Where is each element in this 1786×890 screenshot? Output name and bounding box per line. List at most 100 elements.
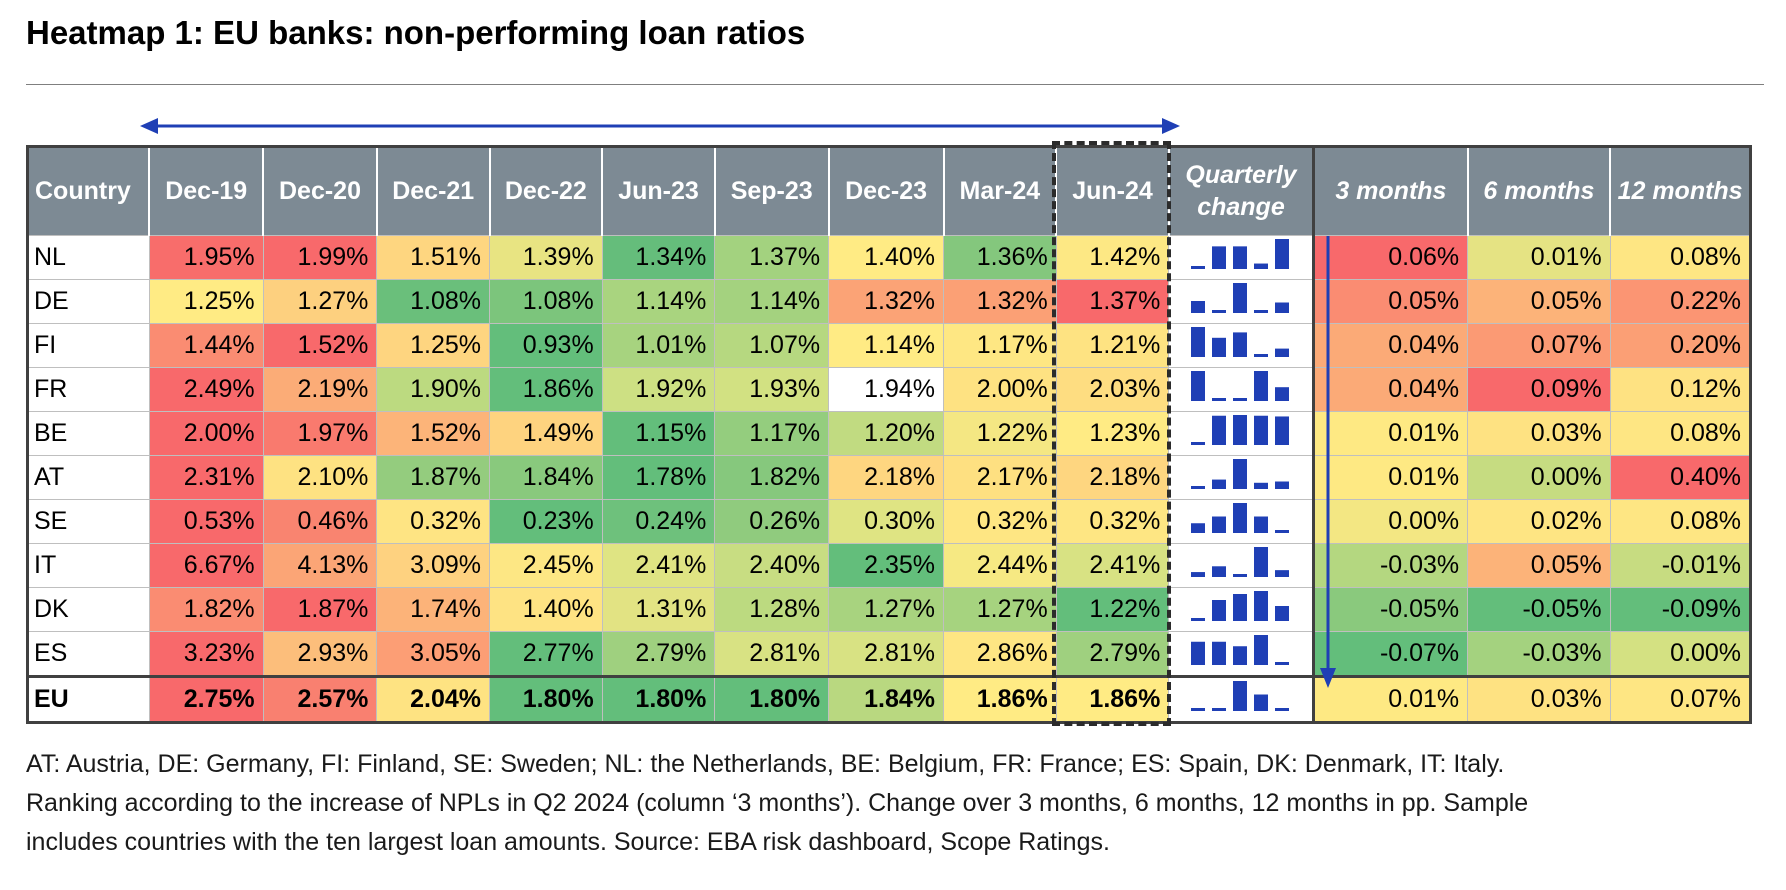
sparkline-bar	[1274, 606, 1289, 621]
country-cell: EU	[27, 675, 150, 723]
sparkline-bar	[1190, 641, 1205, 665]
header-period: Dec-19	[149, 146, 265, 236]
header-row: Country Dec-19 Dec-20 Dec-21 Dec-22 Jun-…	[27, 146, 1752, 236]
npl-ratio-cell: 1.80%	[601, 675, 716, 723]
npl-ratio-cell: 1.39%	[489, 235, 603, 280]
sparkline-bar	[1274, 416, 1289, 445]
npl-change-cell: -0.01%	[1609, 543, 1752, 588]
header-country: Country	[27, 146, 151, 236]
sparkline-svg	[1190, 415, 1289, 445]
npl-ratio-cell: 2.18%	[828, 455, 945, 500]
country-cell: FR	[27, 367, 150, 412]
sparkline-svg	[1190, 635, 1289, 665]
npl-ratio-cell: 1.08%	[489, 279, 603, 324]
npl-ratio-cell: 1.25%	[148, 279, 264, 324]
sparkline-bar	[1253, 635, 1268, 665]
npl-ratio-cell: 2.03%	[1055, 367, 1170, 412]
sparkline-bar	[1190, 327, 1205, 357]
npl-ratio-cell: 1.08%	[376, 279, 491, 324]
npl-ratio-cell: 2.00%	[148, 411, 264, 456]
sparkline-bar	[1190, 266, 1205, 269]
footnote: AT: Austria, DE: Germany, FI: Finland, S…	[26, 745, 1766, 862]
npl-ratio-cell: 0.24%	[601, 499, 716, 544]
npl-ratio-cell: 1.14%	[828, 323, 945, 368]
sparkline-bar	[1232, 681, 1247, 711]
sparkline-bar	[1274, 239, 1289, 269]
footnote-line: includes countries with the ten largest …	[26, 828, 1110, 856]
npl-ratio-cell: 2.04%	[376, 675, 491, 723]
sparkline-svg	[1190, 327, 1289, 357]
npl-ratio-cell: 1.22%	[943, 411, 1057, 456]
country-cell: DK	[27, 587, 150, 632]
header-change: 12 months	[1610, 146, 1752, 236]
sparkline-svg	[1190, 591, 1289, 621]
npl-change-cell: 0.01%	[1313, 675, 1469, 723]
table-row: SE 0.53% 0.46% 0.32% 0.23% 0.24% 0.26% 0.30% 0.3…	[27, 499, 1752, 544]
sparkline-bar	[1274, 570, 1289, 577]
npl-ratio-cell: 1.82%	[714, 455, 830, 500]
sparkline-bar	[1211, 708, 1226, 711]
npl-change-cell: 0.04%	[1313, 367, 1469, 412]
header-period: Dec-22	[489, 146, 604, 236]
npl-ratio-cell: 1.80%	[489, 675, 603, 723]
quarterly-change-sparkline	[1168, 235, 1316, 280]
npl-ratio-cell: 1.80%	[714, 675, 830, 723]
npl-ratio-cell: 1.37%	[714, 235, 830, 280]
country-cell: BE	[27, 411, 150, 456]
npl-ratio-cell: 1.14%	[714, 279, 830, 324]
npl-change-cell: 0.40%	[1609, 455, 1752, 500]
npl-ratio-cell: 1.27%	[943, 587, 1057, 632]
sparkline-bar	[1211, 398, 1226, 401]
sparkline-bar	[1274, 302, 1289, 313]
npl-change-cell: 0.07%	[1467, 323, 1611, 368]
npl-change-cell: 0.01%	[1313, 455, 1469, 500]
npl-change-cell: 0.03%	[1467, 411, 1611, 456]
sparkline-bar	[1232, 574, 1247, 577]
country-cell: IT	[27, 543, 150, 588]
npl-ratio-cell: 1.34%	[601, 235, 716, 280]
npl-change-cell: 0.06%	[1313, 235, 1469, 280]
header-change: 3 months	[1313, 146, 1469, 236]
npl-ratio-cell: 2.31%	[148, 455, 264, 500]
npl-ratio-cell: 0.26%	[714, 499, 830, 544]
npl-ratio-cell: 1.82%	[148, 587, 264, 632]
header-period: Jun-23	[602, 146, 716, 236]
npl-ratio-cell: 1.17%	[714, 411, 830, 456]
npl-ratio-cell: 1.87%	[262, 587, 378, 632]
npl-ratio-cell: 1.97%	[262, 411, 378, 456]
npl-change-cell: 0.08%	[1609, 499, 1752, 544]
header-period: Dec-21	[376, 146, 491, 236]
npl-ratio-cell: 1.49%	[489, 411, 603, 456]
sparkline-bar	[1253, 547, 1268, 577]
npl-ratio-cell: 0.93%	[489, 323, 603, 368]
table-row: DE 1.25% 1.27% 1.08% 1.08% 1.14% 1.14% 1.32% 1.3…	[27, 279, 1752, 324]
npl-ratio-cell: 1.93%	[714, 367, 830, 412]
sparkline-bar	[1253, 516, 1268, 533]
npl-ratio-cell: 1.25%	[376, 323, 491, 368]
npl-ratio-cell: 1.31%	[601, 587, 716, 632]
npl-change-cell: 0.05%	[1313, 279, 1469, 324]
sparkline-bar	[1274, 530, 1289, 533]
npl-ratio-cell: 1.44%	[148, 323, 264, 368]
npl-ratio-cell: 2.57%	[262, 675, 378, 723]
npl-ratio-cell: 0.32%	[1055, 499, 1170, 544]
sparkline-bar	[1253, 371, 1268, 401]
npl-change-cell: 0.07%	[1609, 675, 1752, 723]
ranking-arrow-icon	[1320, 236, 1336, 688]
quarterly-change-sparkline	[1168, 411, 1316, 456]
npl-ratio-cell: 1.42%	[1055, 235, 1170, 280]
npl-ratio-cell: 1.27%	[828, 587, 945, 632]
npl-ratio-cell: 2.93%	[262, 631, 378, 677]
npl-ratio-cell: 1.22%	[1055, 587, 1170, 632]
sparkline-bar	[1232, 459, 1247, 489]
npl-ratio-cell: 6.67%	[148, 543, 264, 588]
npl-change-cell: 0.05%	[1467, 279, 1611, 324]
sparkline-svg	[1190, 503, 1289, 533]
npl-ratio-cell: 2.00%	[943, 367, 1057, 412]
npl-ratio-cell: 1.86%	[1055, 675, 1170, 723]
npl-change-cell: 0.05%	[1467, 543, 1611, 588]
sparkline-bar	[1253, 354, 1268, 357]
sparkline-svg	[1190, 239, 1289, 269]
npl-ratio-cell: 1.23%	[1055, 411, 1170, 456]
header-period: Dec-20	[263, 146, 378, 236]
